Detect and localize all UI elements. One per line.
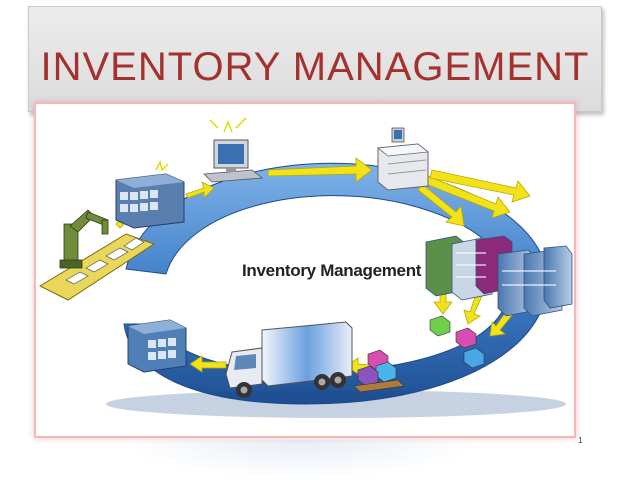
title-banner: INVENTORY MANAGEMENT xyxy=(28,6,602,112)
server-rack-icon xyxy=(115,159,185,229)
inventory-cycle-diagram xyxy=(38,117,573,418)
slide-title: INVENTORY MANAGEMENT xyxy=(40,45,590,89)
arrow-shelving-down-2 xyxy=(463,293,483,325)
arrow-computer-to-printer xyxy=(267,157,373,183)
arrow-truck-to-warehouse xyxy=(189,355,227,373)
arrow-printer-to-shelving-2 xyxy=(425,175,511,219)
page-number: 1 xyxy=(578,436,583,445)
ring-reflection xyxy=(120,440,480,480)
printer-icon xyxy=(376,127,430,191)
arrow-printer-to-shelving-1 xyxy=(417,183,465,227)
arrow-rack-to-computer xyxy=(185,181,215,199)
warehouse-icon xyxy=(127,319,187,373)
package-icon xyxy=(353,315,485,393)
computer-icon xyxy=(203,117,264,183)
flow-arrows xyxy=(115,157,531,375)
conveyor-icon xyxy=(38,233,156,301)
diagram-center-label: Inventory Management xyxy=(242,261,422,280)
truck-icon xyxy=(225,321,353,398)
shelving-icon xyxy=(425,235,573,317)
robot-arm-icon xyxy=(59,209,109,269)
diagram-frame: Inventory Management xyxy=(34,102,576,438)
arrow-printer-to-shelving-3 xyxy=(429,169,531,203)
